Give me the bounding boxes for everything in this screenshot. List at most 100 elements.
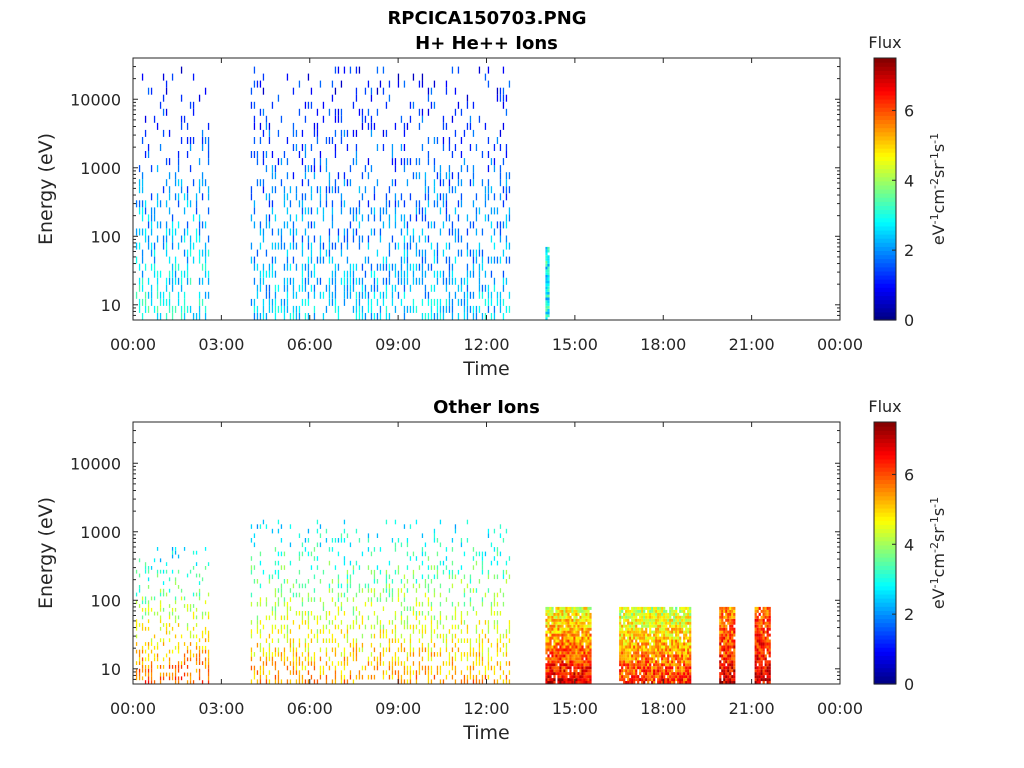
heatmap-cell xyxy=(619,660,622,664)
heatmap-cell xyxy=(436,277,439,285)
heatmap-cell xyxy=(545,621,548,625)
heatmap-cell xyxy=(171,554,174,559)
heatmap-cell xyxy=(687,621,690,625)
heatmap-cell xyxy=(725,657,728,661)
heatmap-cell xyxy=(397,647,400,653)
heatmap-cell xyxy=(659,612,662,616)
heatmap-cell xyxy=(581,633,584,637)
heatmap-cell xyxy=(621,672,624,676)
heatmap-cell xyxy=(352,101,355,109)
heatmap-cell xyxy=(207,638,210,643)
heatmap-cell xyxy=(325,652,328,657)
heatmap-cell xyxy=(561,612,564,616)
heatmap-cell xyxy=(677,645,680,649)
heatmap-cell xyxy=(679,618,682,622)
heatmap-cell xyxy=(587,633,590,637)
heatmap-cell xyxy=(325,305,328,313)
heatmap-cell xyxy=(585,627,588,631)
heatmap-cell xyxy=(141,298,144,306)
heatmap-cell xyxy=(162,665,165,669)
heatmap-cell xyxy=(177,649,180,654)
colorbar-swatch xyxy=(874,315,896,321)
heatmap-cell xyxy=(430,647,433,653)
heatmap-cell xyxy=(547,642,550,646)
heatmap-cell xyxy=(355,652,358,657)
heatmap-cell xyxy=(669,642,672,646)
heatmap-cell xyxy=(727,645,730,649)
heatmap-cell xyxy=(400,298,403,306)
heatmap-cell xyxy=(725,651,728,655)
heatmap-cell xyxy=(388,221,391,229)
heatmap-cell xyxy=(487,305,490,313)
heatmap-cell xyxy=(298,151,301,158)
heatmap-cell xyxy=(421,574,424,580)
heatmap-cell xyxy=(641,624,644,628)
heatmap-cell xyxy=(723,678,726,682)
heatmap-cell xyxy=(545,609,548,613)
heatmap-cell xyxy=(286,207,289,215)
heatmap-cell xyxy=(204,249,207,257)
heatmap-cell xyxy=(271,305,274,313)
heatmap-cell xyxy=(433,200,436,208)
heatmap-cell xyxy=(394,633,397,639)
heatmap-cell xyxy=(343,679,346,684)
heatmap-cell xyxy=(621,615,624,619)
heatmap-cell xyxy=(292,242,295,250)
heatmap-cell xyxy=(168,207,171,215)
heatmap-cell xyxy=(331,597,334,602)
heatmap-cell xyxy=(328,179,331,187)
heatmap-cell xyxy=(723,675,726,679)
heatmap-cell xyxy=(754,621,757,625)
heatmap-cell xyxy=(581,648,584,652)
heatmap-cell xyxy=(144,672,147,677)
heatmap-cell xyxy=(661,678,664,682)
heatmap-cell xyxy=(415,597,418,602)
heatmap-cell xyxy=(403,214,406,222)
heatmap-cell xyxy=(334,179,337,187)
heatmap-cell xyxy=(418,601,421,607)
heatmap-cell xyxy=(445,633,448,639)
heatmap-cell xyxy=(204,313,207,320)
heatmap-cell xyxy=(454,524,457,529)
heatmap-cell xyxy=(505,108,508,116)
heatmap-cell xyxy=(382,221,385,229)
heatmap-cell xyxy=(189,277,192,285)
heatmap-cell xyxy=(731,606,734,610)
heatmap-cell xyxy=(555,663,558,667)
heatmap-cell xyxy=(171,313,174,320)
heatmap-cell xyxy=(361,214,364,222)
heatmap-cell xyxy=(201,680,204,684)
heatmap-cell xyxy=(685,630,688,634)
heatmap-cell xyxy=(358,207,361,215)
heatmap-cell xyxy=(156,193,159,201)
heatmap-cell xyxy=(579,657,582,661)
heatmap-cell xyxy=(421,108,424,116)
heatmap-cell xyxy=(754,651,757,655)
heatmap-cell xyxy=(663,627,666,631)
heatmap-cell xyxy=(549,618,552,622)
heatmap-cell xyxy=(758,666,761,670)
heatmap-cell xyxy=(352,597,355,602)
heatmap-cell xyxy=(174,600,177,605)
heatmap-cell xyxy=(367,547,370,552)
heatmap-cell xyxy=(382,129,385,137)
heatmap-cell xyxy=(292,228,295,236)
heatmap-cell xyxy=(271,186,274,194)
heatmap-cell xyxy=(766,606,769,610)
data-segment xyxy=(250,519,511,684)
heatmap-cell xyxy=(352,642,355,648)
heatmap-cell xyxy=(641,657,644,661)
heatmap-cell xyxy=(430,221,433,229)
heatmap-cell xyxy=(637,636,640,640)
heatmap-cell xyxy=(721,621,724,625)
heatmap-cell xyxy=(583,609,586,613)
heatmap-cell xyxy=(331,588,334,593)
heatmap-cell xyxy=(505,629,508,634)
heatmap-cell xyxy=(328,583,331,589)
heatmap-cell xyxy=(198,649,201,654)
heatmap-cell xyxy=(619,642,622,646)
heatmap-cell xyxy=(635,675,638,679)
heatmap-cell xyxy=(631,678,634,682)
heatmap-cell xyxy=(277,284,280,292)
heatmap-cell xyxy=(589,681,592,684)
